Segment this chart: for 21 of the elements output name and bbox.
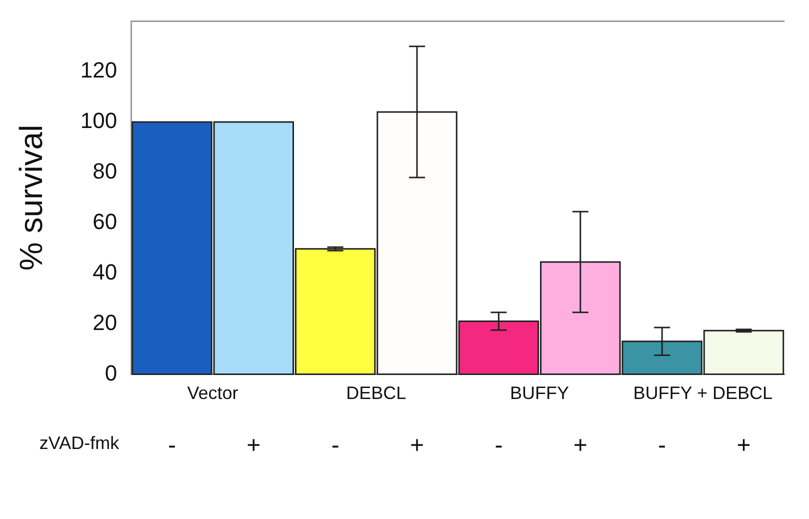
x-tick-label: + (246, 432, 261, 460)
text: BUFFY (510, 383, 570, 404)
x-tick-label: + (410, 432, 424, 460)
y-tick-label: 20 (92, 310, 118, 335)
y-axis-title: % survival (13, 124, 50, 271)
y-tick-label: 0 (104, 360, 118, 386)
x-tick-label: - (331, 432, 340, 460)
y-tick-label: 80 (92, 158, 118, 184)
x-axis-title: zVAD-fmk (39, 433, 120, 454)
y-tick-label: 120 (80, 58, 118, 83)
x-tick-label: - (168, 432, 176, 460)
y-tick-label: 100 (80, 108, 118, 134)
y-tick-label: 60 (92, 208, 118, 234)
x-tick-label: + (573, 432, 588, 460)
x-tick-label: - (658, 432, 666, 460)
y-tick-label: 40 (92, 259, 118, 284)
text: BUFFY + DEBCL (633, 383, 773, 404)
x-tick-label: - (494, 432, 503, 460)
text: Vector (187, 383, 238, 404)
text: DEBCL (346, 383, 406, 404)
x-tick-label: + (736, 432, 751, 460)
